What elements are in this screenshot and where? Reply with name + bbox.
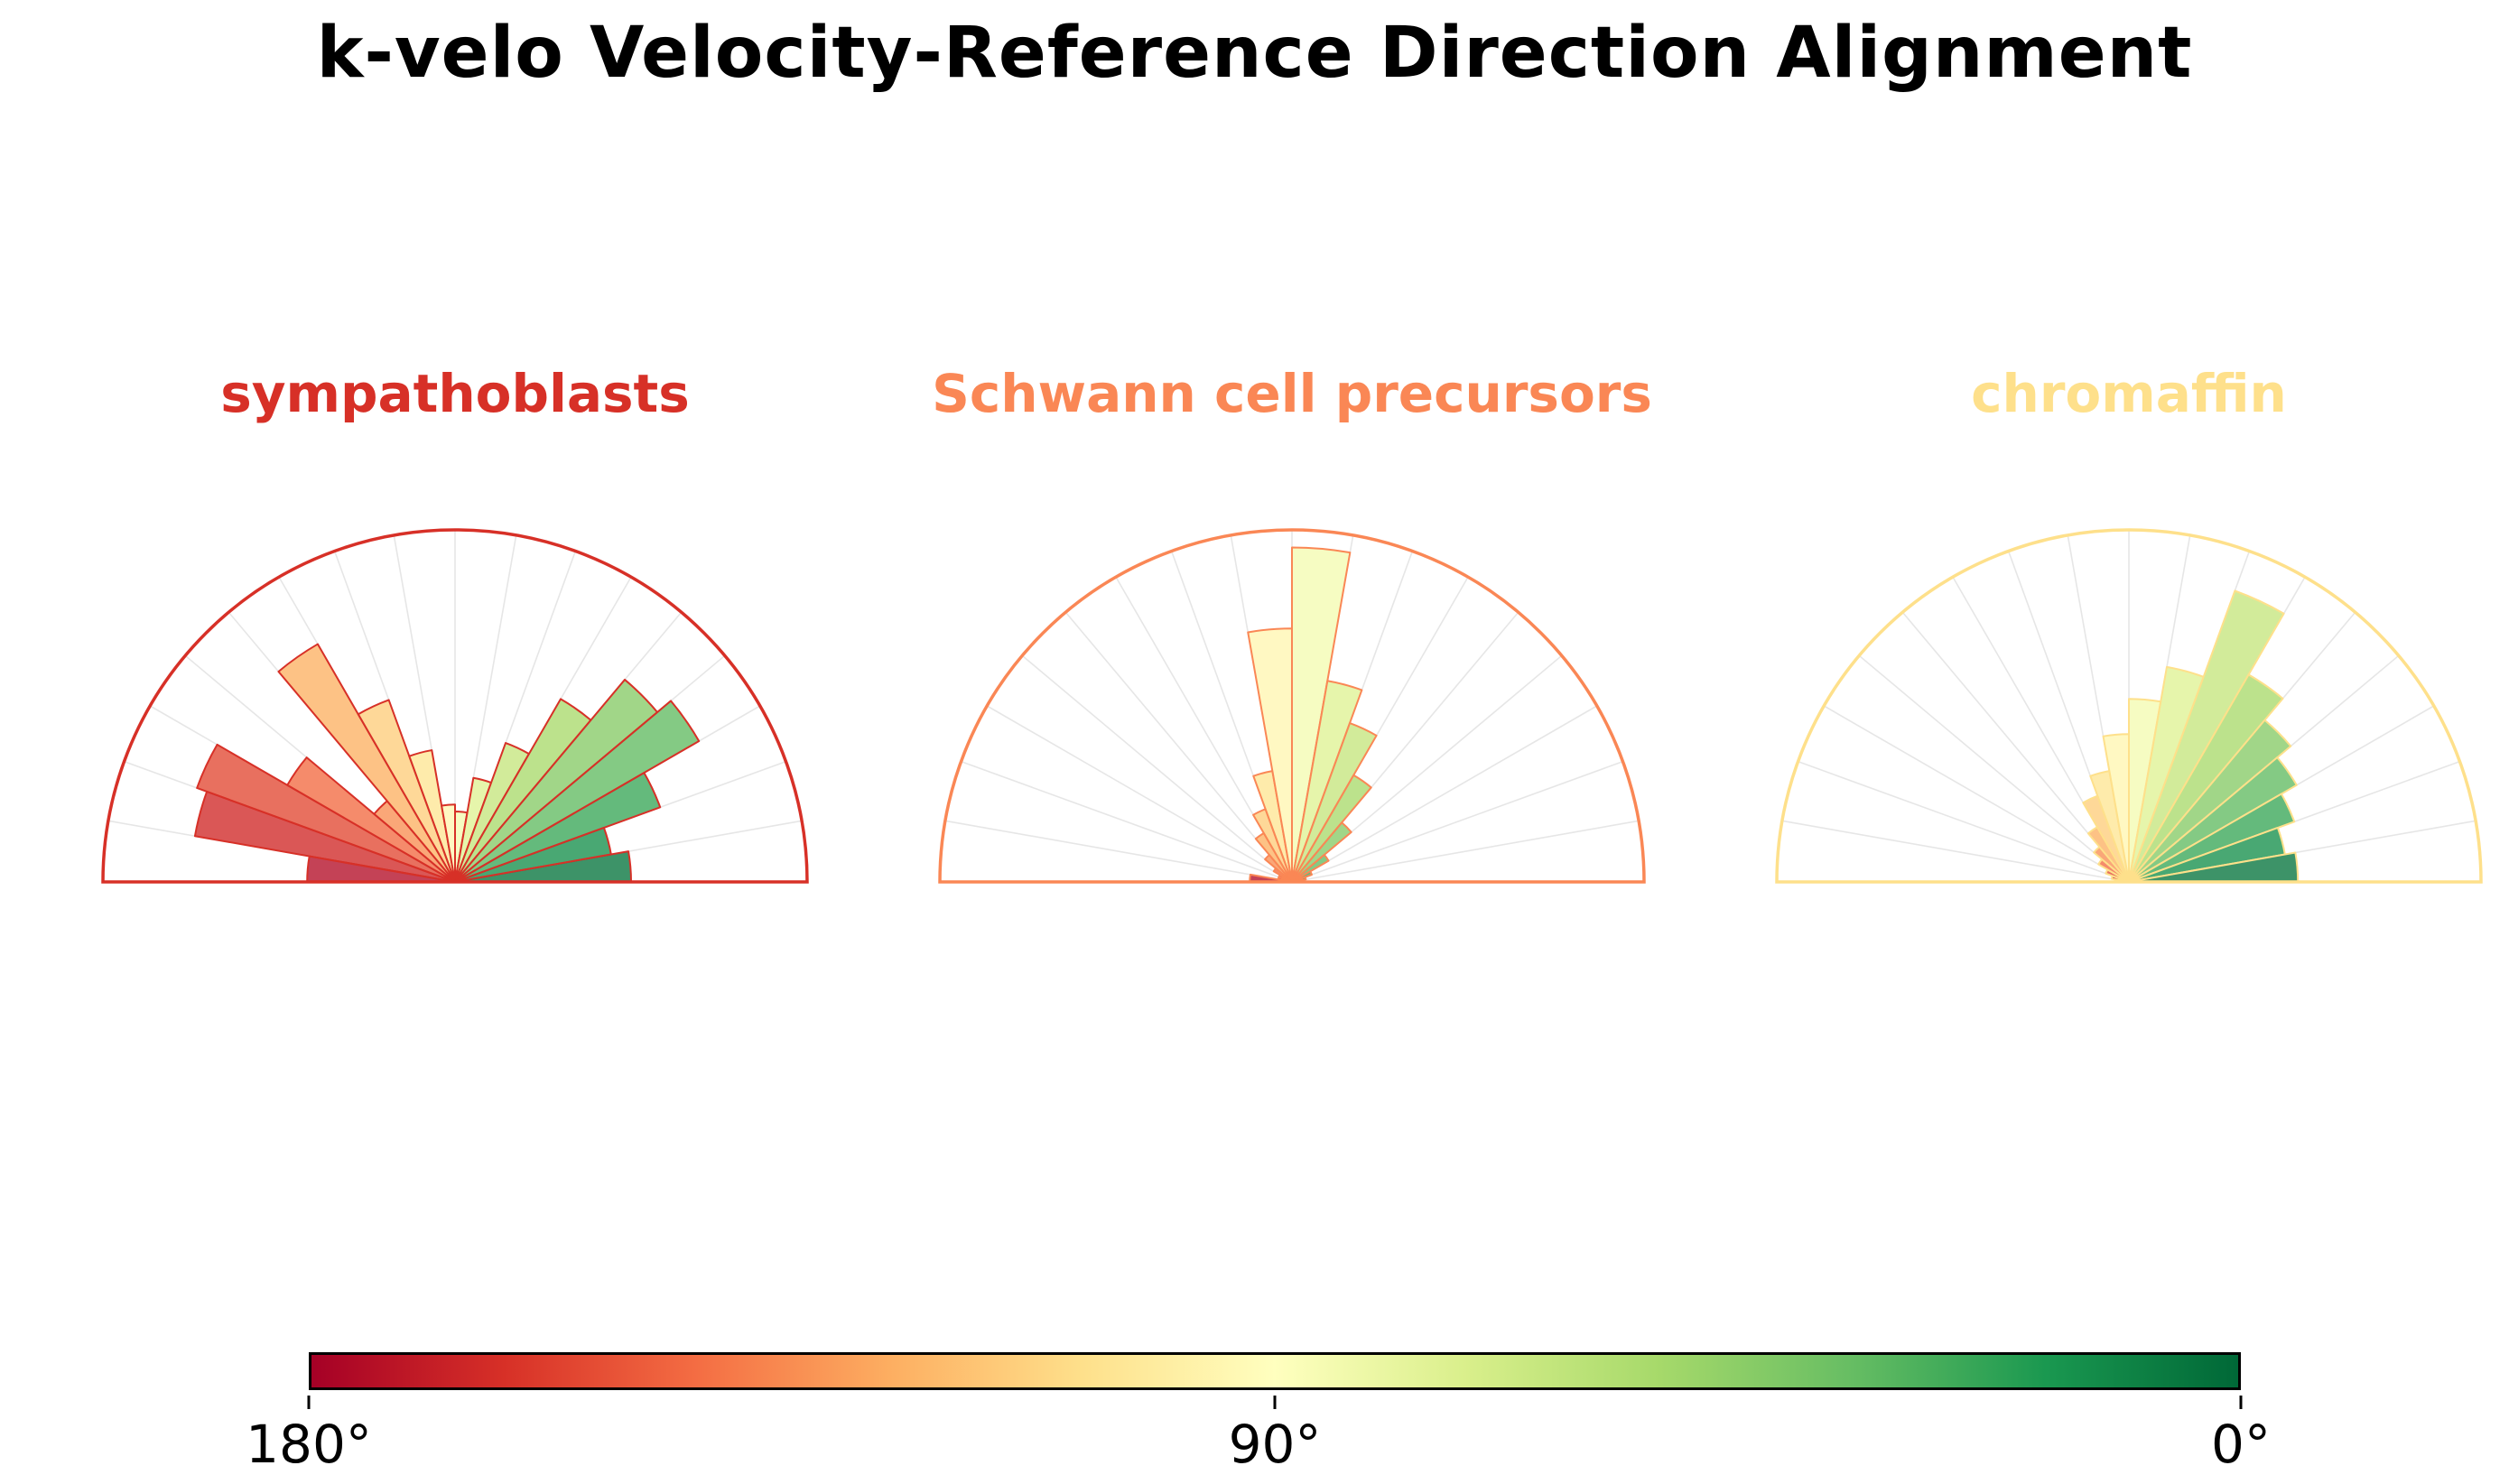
grid-spoke [1291, 820, 1640, 883]
grid-spoke [1021, 654, 1293, 883]
rose-bar [2128, 673, 2284, 883]
grid-spoke [1781, 820, 2130, 883]
rose-chart-chromaffin [1775, 528, 2483, 884]
figure-title: k-velo Velocity-Reference Direction Alig… [316, 13, 2193, 94]
rose-bar [196, 743, 456, 883]
subplot-title-chromaffin: chromaffin [1971, 363, 2287, 424]
polar-outline [101, 528, 809, 884]
subplot-title-schwann-cell-precursors: Schwann cell precursors [932, 363, 1652, 424]
rose-bar [1291, 853, 1330, 883]
grid-spoke [1823, 705, 2130, 883]
polar-outline [938, 528, 1646, 884]
rose-bar [454, 700, 701, 883]
colorbar-tick-label-0: 0° [2211, 1414, 2271, 1475]
rose-bar [2128, 589, 2285, 883]
grid-spoke [1291, 760, 1623, 883]
colorbar-tick-0 [2239, 1396, 2243, 1409]
rose-bar [1291, 821, 1352, 883]
rose-bar [277, 643, 456, 883]
rose-bar [286, 756, 456, 883]
grid-spoke [1798, 760, 2130, 883]
colorbar-tick-90 [1273, 1396, 1277, 1409]
grid-spoke [986, 705, 1293, 883]
rose-bar [1291, 774, 1372, 883]
rose-bar [408, 749, 456, 883]
rose-bar [454, 772, 662, 883]
subplot-title-sympathoblasts: sympathoblasts [220, 363, 690, 424]
colorbar-tick-label-180: 180° [246, 1414, 372, 1475]
rose-chart-sympathoblasts [101, 528, 809, 884]
polar-outline [1775, 528, 2483, 884]
rose-chart-schwann-cell-precursors [938, 528, 1646, 884]
colorbar-tick-label-90: 90° [1228, 1414, 1322, 1475]
colorbar-gradient [309, 1352, 2241, 1390]
colorbar-tick-180 [307, 1396, 311, 1409]
rose-bar [1291, 722, 1378, 883]
rose-bar [2128, 793, 2296, 883]
grid-spoke [961, 760, 1293, 883]
grid-spoke [944, 820, 1293, 883]
rose-bar [2128, 719, 2292, 883]
rose-bar [441, 803, 456, 883]
grid-spoke [1064, 611, 1293, 883]
grid-spoke [1291, 705, 1598, 883]
rose-bar [357, 699, 456, 883]
grid-spoke [1858, 654, 2130, 883]
colorbar-wrap: 180° 90° 0° [246, 1352, 2271, 1475]
rose-bar [2128, 756, 2298, 883]
